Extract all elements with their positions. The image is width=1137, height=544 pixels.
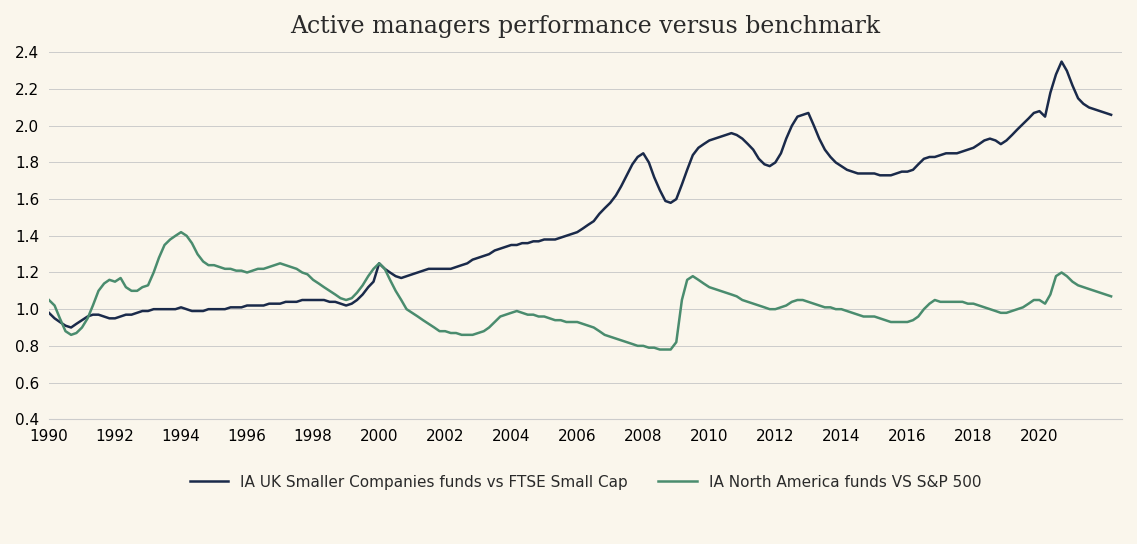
IA UK Smaller Companies funds vs FTSE Small Cap — [42, 310, 56, 316]
IA UK Smaller Companies funds vs FTSE Small Cap — [267, 300, 281, 307]
IA UK Smaller Companies funds vs FTSE Small Cap — [65, 324, 78, 331]
IA North America funds VS S&P 500 — [174, 229, 188, 236]
IA UK Smaller Companies funds vs FTSE Small Cap — [1104, 112, 1118, 118]
IA UK Smaller Companies funds vs FTSE Small Cap — [548, 236, 562, 243]
Line: IA North America funds VS S&P 500: IA North America funds VS S&P 500 — [49, 232, 1111, 349]
IA North America funds VS S&P 500 — [598, 332, 612, 338]
IA North America funds VS S&P 500 — [873, 315, 887, 322]
IA UK Smaller Companies funds vs FTSE Small Cap — [147, 306, 160, 312]
IA North America funds VS S&P 500 — [267, 262, 281, 268]
IA UK Smaller Companies funds vs FTSE Small Cap — [1055, 58, 1069, 65]
IA North America funds VS S&P 500 — [42, 296, 56, 303]
IA UK Smaller Companies funds vs FTSE Small Cap — [901, 169, 914, 175]
IA UK Smaller Companies funds vs FTSE Small Cap — [598, 205, 612, 212]
IA North America funds VS S&P 500 — [1104, 293, 1118, 300]
Line: IA UK Smaller Companies funds vs FTSE Small Cap: IA UK Smaller Companies funds vs FTSE Sm… — [49, 61, 1111, 327]
IA North America funds VS S&P 500 — [653, 346, 666, 353]
IA UK Smaller Companies funds vs FTSE Small Cap — [868, 170, 881, 177]
IA North America funds VS S&P 500 — [906, 317, 920, 324]
IA North America funds VS S&P 500 — [141, 282, 155, 289]
Title: Active managers performance versus benchmark: Active managers performance versus bench… — [290, 15, 880, 38]
IA North America funds VS S&P 500 — [548, 317, 562, 324]
Legend: IA UK Smaller Companies funds vs FTSE Small Cap, IA North America funds VS S&P 5: IA UK Smaller Companies funds vs FTSE Sm… — [190, 474, 981, 490]
